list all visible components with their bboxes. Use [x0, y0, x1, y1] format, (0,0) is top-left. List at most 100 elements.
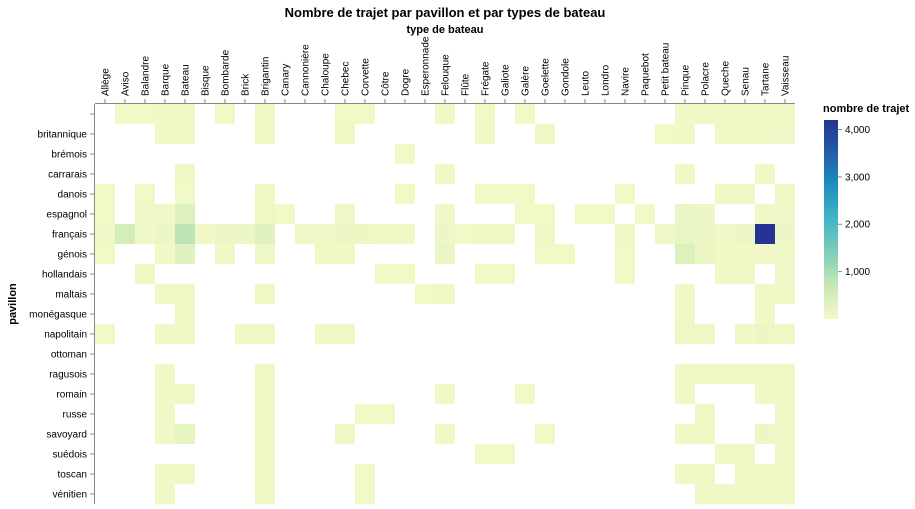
heatmap-cell: [115, 104, 135, 124]
heatmap-cell: [355, 484, 375, 504]
heatmap-cell: [715, 104, 735, 124]
x-tick-label: Pinque: [681, 64, 692, 96]
heatmap-cell: [535, 224, 555, 244]
heatmap-cell: [155, 404, 175, 424]
x-tick-label: Goelette: [541, 58, 552, 96]
heatmap-cell: [675, 204, 695, 224]
heatmap-cell: [495, 184, 515, 204]
x-tick-label: Bateau: [181, 64, 192, 96]
heatmap-cell: [175, 284, 195, 304]
y-tick-label: russe: [63, 410, 88, 421]
heatmap-cell: [435, 244, 455, 264]
heatmap-cell: [215, 244, 235, 264]
heatmap-cell: [355, 104, 375, 124]
heatmap-cell: [235, 224, 255, 244]
legend-tick-label: 4,000: [845, 125, 870, 136]
x-tick-label: Londro: [601, 64, 612, 96]
x-tick-label: Felouque: [441, 54, 452, 96]
x-axis-title: type de bateau: [406, 24, 483, 36]
heatmap-cell: [495, 264, 515, 284]
heatmap-cell: [375, 404, 395, 424]
heatmap-cell: [475, 444, 495, 464]
x-tick-label: Galère: [521, 66, 532, 96]
heatmap-cell: [755, 484, 775, 504]
y-tick-label: carrarais: [48, 170, 87, 181]
heatmap-cell: [715, 224, 735, 244]
heatmap-cell: [535, 424, 555, 444]
x-tick-label: Aviso: [121, 71, 132, 96]
heatmap-cell: [615, 224, 635, 244]
heatmap-cell: [175, 164, 195, 184]
x-tick-label: Vaisseau: [781, 56, 792, 96]
heatmap-cell: [775, 244, 795, 264]
heatmap-cell: [635, 204, 655, 224]
x-tick-label: Galiote: [501, 64, 512, 96]
heatmap-cell: [475, 124, 495, 144]
heatmap-cell: [675, 284, 695, 304]
legend-tick-label: 2,000: [845, 220, 870, 231]
x-tick-label: Barque: [161, 63, 172, 96]
heatmap-cell: [155, 224, 175, 244]
heatmap-cell: [355, 224, 375, 244]
y-tick-label: vénitien: [53, 490, 87, 501]
x-tick-label: Esperonnade: [421, 36, 432, 96]
x-tick-label: Balandre: [141, 56, 152, 96]
heatmap-cell: [315, 324, 335, 344]
heatmap-cell: [335, 244, 355, 264]
y-tick-label: génois: [58, 250, 87, 261]
heatmap-cell: [435, 424, 455, 444]
chart-title: Nombre de trajet par pavillon et par typ…: [285, 5, 606, 20]
heatmap-cell: [255, 284, 275, 304]
heatmap-cell: [515, 384, 535, 404]
heatmap-cell: [715, 484, 735, 504]
heatmap-cell: [175, 184, 195, 204]
heatmap-cell: [95, 324, 115, 344]
heatmap-cell: [715, 364, 735, 384]
heatmap-cell: [215, 104, 235, 124]
heatmap-cell: [255, 404, 275, 424]
heatmap-cell: [775, 264, 795, 284]
heatmap-cell: [155, 364, 175, 384]
heatmap-cell: [175, 464, 195, 484]
heatmap-cell: [175, 104, 195, 124]
heatmap-cell: [375, 224, 395, 244]
y-tick-label: maltais: [55, 290, 87, 301]
x-tick-label: Brick: [241, 73, 252, 96]
heatmap-cell: [755, 324, 775, 344]
heatmap-cell: [155, 104, 175, 124]
x-tick-label: Allège: [101, 68, 112, 96]
x-tick-label: Corvette: [361, 58, 372, 96]
x-tick-label: Polacre: [701, 62, 712, 96]
y-axis-title: pavillon: [7, 283, 19, 325]
heatmap-cell: [675, 104, 695, 124]
heatmap-cell: [335, 124, 355, 144]
heatmap-cell: [735, 264, 755, 284]
heatmap-cell: [255, 424, 275, 444]
heatmap-cell: [775, 324, 795, 344]
x-tick-label: Petit bateau: [661, 43, 672, 96]
heatmap-cell: [255, 384, 275, 404]
heatmap-cell: [495, 224, 515, 244]
heatmap-cell: [255, 244, 275, 264]
heatmap-cell: [755, 244, 775, 264]
heatmap-cell: [155, 484, 175, 504]
heatmap-cell: [675, 244, 695, 264]
heatmap-cell: [495, 444, 515, 464]
heatmap-cell: [655, 224, 675, 244]
color-legend: nombre de trajet 1,000 2,000 3,000 4,000: [823, 103, 910, 319]
heatmap-cell: [775, 224, 795, 244]
legend-tick-label: 3,000: [845, 172, 870, 183]
heatmap-cell: [775, 284, 795, 304]
heatmap-cell: [475, 184, 495, 204]
y-tick-label: ragusois: [49, 370, 87, 381]
heatmap-cell: [575, 204, 595, 224]
y-tick-label: romain: [56, 390, 87, 401]
heatmap-cell: [135, 184, 155, 204]
heatmap-cell: [255, 204, 275, 224]
heatmap-cell: [775, 104, 795, 124]
heatmap-cell: [695, 364, 715, 384]
heatmap-cell: [155, 124, 175, 144]
y-tick-label: ottoman: [51, 350, 87, 361]
x-tick-label: Flûte: [461, 73, 472, 96]
